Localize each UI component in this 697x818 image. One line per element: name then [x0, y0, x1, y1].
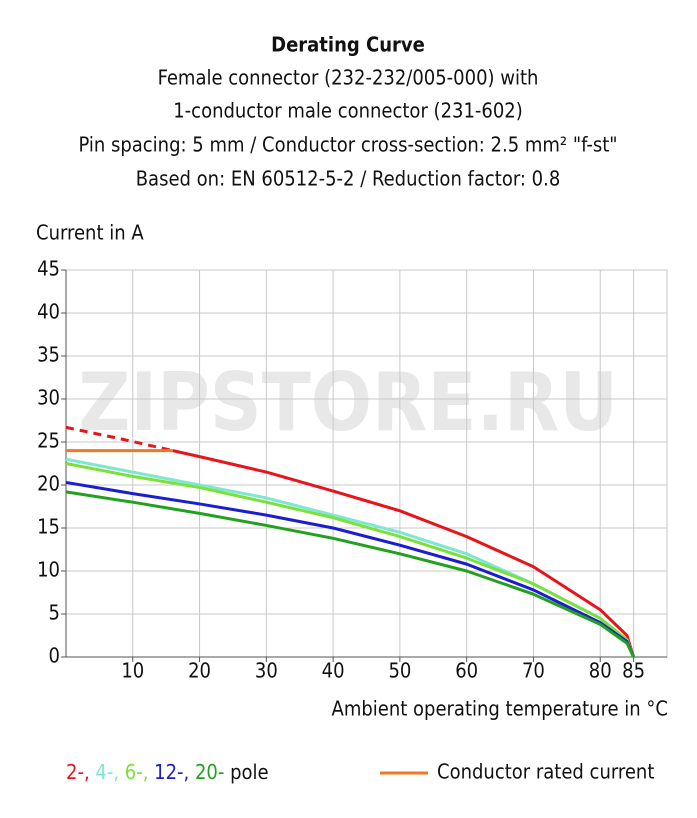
legend-entry: Conductor rated current	[437, 760, 654, 784]
watermark: ZIPSTORE.RU	[78, 356, 618, 449]
y-axis-label: Current in A	[36, 221, 144, 245]
legend-entry: 2-,	[66, 760, 90, 784]
chart-title: Derating Curve	[271, 33, 425, 57]
y-tick-label: 35	[37, 343, 60, 367]
legend: 2-, 4-, 6-, 12-, 20- pole	[66, 760, 269, 784]
subtitle: Female connector (232-232/005-000) with	[158, 66, 539, 90]
y-tick-label: 45	[37, 257, 60, 281]
y-tick-label: 0	[49, 644, 60, 668]
x-tick-label: 50	[388, 659, 411, 683]
series-line	[65, 462, 636, 658]
x-tick-label: 10	[121, 659, 144, 683]
y-tick-label: 10	[37, 558, 60, 582]
legend-suffix: pole	[230, 760, 269, 784]
legend-entry: 4-,	[95, 760, 119, 784]
y-tick-label: 25	[37, 429, 60, 453]
legend-entry: 6-,	[125, 760, 149, 784]
legend-entry: 20-	[195, 760, 224, 784]
x-tick-label: 80	[589, 659, 612, 683]
series-line	[172, 449, 636, 658]
x-tick-label: 20	[188, 659, 211, 683]
y-tick-label: 20	[37, 472, 60, 496]
x-tick-label: 30	[255, 659, 278, 683]
series-line	[65, 425, 174, 453]
series-line	[65, 480, 635, 658]
subtitle: Pin spacing: 5 mm / Conductor cross-sect…	[78, 133, 617, 157]
x-tick-label: 40	[322, 659, 345, 683]
y-tick-label: 5	[49, 601, 60, 625]
y-tick-label: 15	[37, 515, 60, 539]
subtitle: Based on: EN 60512-5-2 / Reduction facto…	[136, 167, 561, 191]
subtitle: 1-conductor male connector (231-602)	[173, 99, 523, 123]
legend-entry: 12-,	[154, 760, 189, 784]
series-line	[65, 490, 635, 658]
x-tick-label: 85	[622, 659, 645, 683]
x-tick-label: 70	[522, 659, 545, 683]
plot-area	[65, 269, 668, 658]
x-tick-label: 60	[455, 659, 478, 683]
series-line	[65, 457, 636, 658]
y-tick-label: 40	[37, 300, 60, 324]
x-axis-label: Ambient operating temperature in °C	[332, 697, 668, 721]
y-tick-label: 30	[37, 386, 60, 410]
